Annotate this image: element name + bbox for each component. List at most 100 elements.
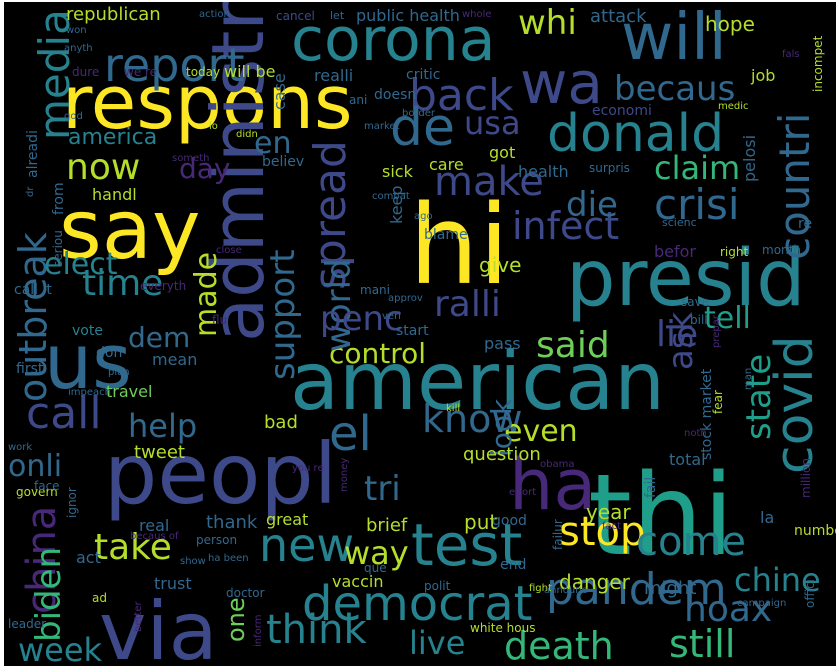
cloud-word: economi <box>592 103 652 119</box>
cloud-word: cancel <box>276 9 315 23</box>
cloud-word: american <box>290 335 665 428</box>
cloud-word: lie <box>656 314 699 355</box>
cloud-word: everyth <box>140 279 187 293</box>
cloud-word: take <box>94 527 172 568</box>
cloud-word: vaccin <box>332 572 384 591</box>
cloud-word: didn <box>236 129 258 140</box>
cloud-word: save <box>681 295 710 309</box>
cloud-word: don <box>96 345 123 361</box>
cloud-word: start <box>396 323 429 339</box>
cloud-word: one <box>222 597 250 642</box>
cloud-word: think <box>266 607 367 653</box>
cloud-word: said <box>536 325 610 366</box>
cloud-word: crisi <box>654 180 740 229</box>
cloud-word: pandem <box>546 564 727 615</box>
cloud-word: mean <box>152 350 198 369</box>
cloud-word: we re <box>124 65 158 79</box>
cloud-word: pelosi <box>740 134 759 182</box>
cloud-word: ha been <box>208 553 249 564</box>
cloud-word: great <box>266 510 309 529</box>
cloud-word: will <box>621 2 727 75</box>
cloud-word: fact <box>602 521 622 532</box>
cloud-word: good <box>492 513 527 529</box>
cloud-word: pass <box>484 334 521 353</box>
cloud-word: becaus <box>614 69 736 109</box>
cloud-word: market <box>364 121 400 132</box>
cloud-word: travel <box>106 382 153 401</box>
word-cloud: hi thi respons say peopl american presid via us c… <box>4 2 836 666</box>
cloud-word: someth <box>172 153 210 164</box>
cloud-word: danger <box>559 570 630 594</box>
cloud-word: infect <box>512 204 620 248</box>
cloud-word: onli <box>8 449 63 484</box>
cloud-word: man <box>743 367 754 390</box>
cloud-word: way <box>344 534 409 572</box>
cloud-word: even <box>504 414 578 449</box>
cloud-word: becaus of <box>130 531 179 542</box>
cloud-word: ignor <box>65 487 79 518</box>
cloud-word: tell <box>704 301 751 336</box>
cloud-word: doctor <box>226 586 265 600</box>
cloud-word: surpris <box>589 161 630 175</box>
cloud-word: right <box>720 245 749 259</box>
cloud-word: govern <box>16 485 58 499</box>
cloud-word: en <box>254 126 292 161</box>
cloud-word: month <box>762 243 801 257</box>
cloud-word: hoax <box>684 589 773 630</box>
cloud-word: noth <box>684 428 707 439</box>
cloud-word: border <box>402 108 436 119</box>
cloud-word: handl <box>92 185 137 204</box>
cloud-word: help <box>128 407 198 445</box>
cloud-word: face <box>34 479 60 493</box>
cloud-word: trust <box>154 574 192 593</box>
cloud-word: ha <box>509 444 597 526</box>
cloud-word: job <box>751 66 776 85</box>
cloud-word: blame <box>424 227 468 243</box>
cloud-word: befor <box>654 242 696 261</box>
cloud-word: wa <box>520 49 603 117</box>
cloud-word: donald <box>547 104 725 164</box>
cloud-word: el <box>329 406 372 462</box>
cloud-word: que <box>364 561 387 575</box>
cloud-word: impeach <box>68 387 111 398</box>
cloud-word: question <box>463 444 541 465</box>
cloud-word: usa <box>464 104 521 142</box>
cloud-word: incompet <box>811 35 825 92</box>
cloud-word: fals <box>782 49 800 60</box>
cloud-word: got <box>489 143 516 162</box>
cloud-word: failur <box>551 519 565 550</box>
cloud-word: america <box>68 125 158 150</box>
cloud-word: polit <box>424 579 451 593</box>
cloud-word: dure <box>72 65 100 79</box>
cloud-word: still <box>669 622 736 666</box>
cloud-word: bill <box>690 313 708 327</box>
cloud-word: put <box>464 510 498 534</box>
cloud-word: anyth <box>64 43 93 54</box>
cloud-word: ani <box>349 93 368 107</box>
cloud-word: call <box>26 388 102 439</box>
cloud-word: sick <box>382 162 413 181</box>
cloud-word: won <box>66 25 87 36</box>
cloud-word: ralli <box>434 284 501 325</box>
cloud-word: live <box>409 624 466 662</box>
cloud-word: dem <box>128 321 191 354</box>
cloud-word: year <box>586 500 631 524</box>
cloud-word: believ <box>262 154 305 170</box>
cloud-word: person <box>196 533 238 547</box>
cloud-word: real <box>139 516 170 535</box>
cloud-word: health <box>518 162 569 181</box>
cloud-word: re <box>798 216 813 232</box>
cloud-word: la <box>760 508 775 527</box>
cloud-word: better <box>133 601 144 632</box>
cloud-word: kill <box>446 403 461 414</box>
cloud-word: die <box>566 185 618 225</box>
cloud-word: thi <box>588 451 735 581</box>
cloud-word: public health <box>356 6 460 25</box>
cloud-word: time <box>82 263 164 304</box>
cloud-word: doesn <box>374 87 417 103</box>
cloud-word: stop <box>559 509 646 555</box>
cloud-word: day <box>179 152 231 185</box>
cloud-word: report <box>104 38 245 92</box>
cloud-word: obama <box>540 459 575 470</box>
cloud-word: corona <box>291 5 496 75</box>
